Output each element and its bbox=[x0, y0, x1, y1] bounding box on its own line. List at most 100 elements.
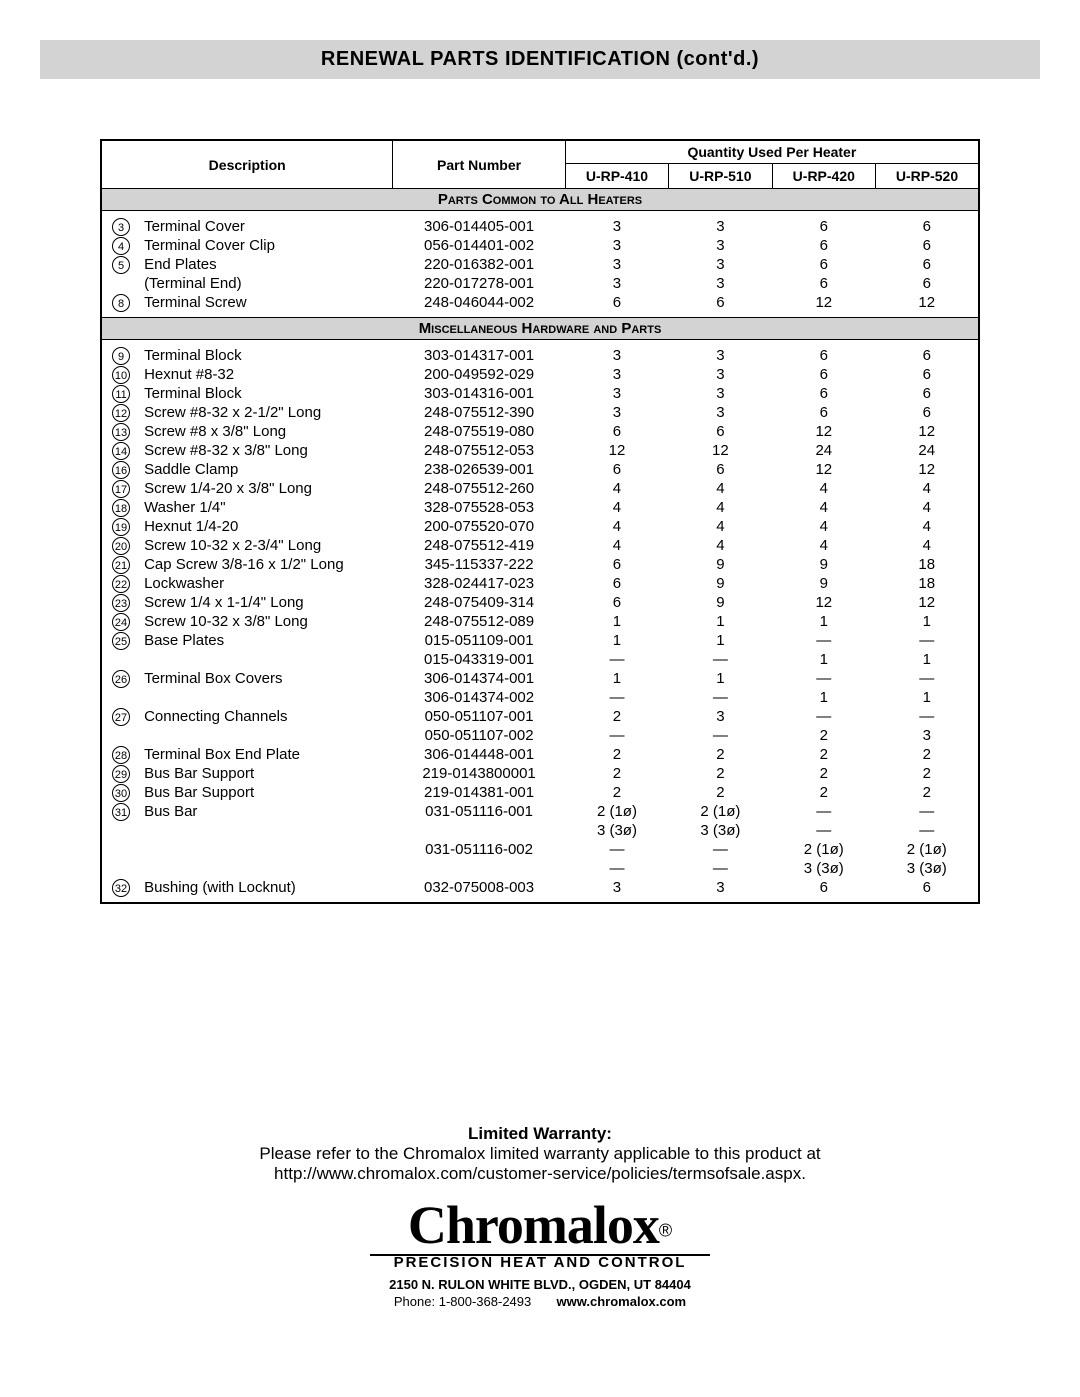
part-number-cell: 219-014381-001 bbox=[393, 783, 565, 802]
header-description: Description bbox=[101, 140, 393, 189]
header-row-top: Description Part Number Quantity Used Pe… bbox=[101, 140, 979, 164]
section-title: Parts Common to All Heaters bbox=[101, 189, 979, 211]
ref-circle: 8 bbox=[112, 294, 130, 312]
description-cell: (Terminal End) bbox=[140, 274, 393, 293]
description-cell: Screw 1/4 x 1-1/4" Long bbox=[140, 593, 393, 612]
ref-cell: 5 bbox=[101, 255, 140, 274]
description-cell bbox=[140, 688, 393, 707]
qty-cell: 1 bbox=[565, 612, 668, 631]
qty-cell: — bbox=[565, 688, 668, 707]
description-cell: Terminal Block bbox=[140, 346, 393, 365]
ref-cell bbox=[101, 688, 140, 707]
qty-cell: 6 bbox=[565, 574, 668, 593]
description-cell: Terminal Box End Plate bbox=[140, 745, 393, 764]
ref-circle: 29 bbox=[112, 765, 130, 783]
table-row: 9Terminal Block303-014317-0013366 bbox=[101, 346, 979, 365]
table-row: 21Cap Screw 3/8-16 x 1/2" Long345-115337… bbox=[101, 555, 979, 574]
table-row: 17Screw 1/4-20 x 3/8" Long248-075512-260… bbox=[101, 479, 979, 498]
ref-cell: 25 bbox=[101, 631, 140, 650]
qty-cell: 6 bbox=[772, 384, 875, 403]
part-number-cell: 200-049592-029 bbox=[393, 365, 565, 384]
qty-cell: 2 bbox=[669, 783, 772, 802]
table-row: 8Terminal Screw248-046044-002661212 bbox=[101, 293, 979, 312]
qty-cell: 1 bbox=[669, 669, 772, 688]
table-row: (Terminal End)220-017278-0013366 bbox=[101, 274, 979, 293]
ref-circle: 26 bbox=[112, 670, 130, 688]
ref-circle: 5 bbox=[112, 256, 130, 274]
qty-cell: 4 bbox=[876, 498, 979, 517]
qty-cell: 12 bbox=[772, 460, 875, 479]
qty-cell: — bbox=[669, 840, 772, 859]
part-number-cell: 306-014374-001 bbox=[393, 669, 565, 688]
qty-cell: — bbox=[565, 650, 668, 669]
ref-cell: 14 bbox=[101, 441, 140, 460]
part-number-cell: 303-014316-001 bbox=[393, 384, 565, 403]
qty-cell: 2 bbox=[669, 764, 772, 783]
logo-tagline: PRECISION HEAT AND CONTROL bbox=[0, 1254, 1080, 1271]
part-number-cell: 238-026539-001 bbox=[393, 460, 565, 479]
qty-cell: 4 bbox=[669, 479, 772, 498]
qty-cell: 3 bbox=[669, 384, 772, 403]
header-qty-merged: Quantity Used Per Heater bbox=[565, 140, 979, 164]
qty-cell: 12 bbox=[876, 593, 979, 612]
table-body: Parts Common to All Heaters 3 Terminal Cov… bbox=[101, 189, 979, 904]
section-title: Miscellaneous Hardware and Parts bbox=[101, 318, 979, 340]
ref-cell bbox=[101, 274, 140, 293]
phone-label: Phone: bbox=[394, 1294, 439, 1309]
qty-cell: 1 bbox=[876, 688, 979, 707]
part-number-cell: 345-115337-222 bbox=[393, 555, 565, 574]
part-number-cell: 248-075512-053 bbox=[393, 441, 565, 460]
ref-circle: 9 bbox=[112, 347, 130, 365]
table-row: 23Screw 1/4 x 1-1/4" Long248-075409-3146… bbox=[101, 593, 979, 612]
part-number-cell: 050-051107-001 bbox=[393, 707, 565, 726]
qty-cell: 4 bbox=[565, 498, 668, 517]
qty-cell: 3 bbox=[669, 365, 772, 384]
qty-cell: 2 bbox=[565, 764, 668, 783]
part-number-cell bbox=[393, 859, 565, 878]
table-row: 3 (3ø)3 (3ø)—— bbox=[101, 821, 979, 840]
description-cell: Screw 10-32 x 2-3/4" Long bbox=[140, 536, 393, 555]
part-number-cell: 200-075520-070 bbox=[393, 517, 565, 536]
ref-circle: 12 bbox=[112, 404, 130, 422]
part-number-cell: 050-051107-002 bbox=[393, 726, 565, 745]
qty-cell: 9 bbox=[772, 574, 875, 593]
description-cell: Terminal Cover Clip bbox=[140, 236, 393, 255]
qty-cell: 12 bbox=[772, 593, 875, 612]
qty-cell: 4 bbox=[669, 498, 772, 517]
description-cell: Lockwasher bbox=[140, 574, 393, 593]
qty-cell: 4 bbox=[876, 536, 979, 555]
table-row: 10Hexnut #8-32200-049592-0293366 bbox=[101, 365, 979, 384]
qty-cell: 3 bbox=[565, 217, 668, 236]
qty-cell: 6 bbox=[772, 217, 875, 236]
ref-circle: 30 bbox=[112, 784, 130, 802]
qty-cell: 4 bbox=[669, 536, 772, 555]
qty-cell: 2 (1ø) bbox=[669, 802, 772, 821]
qty-cell: — bbox=[772, 631, 875, 650]
logo-name: Chromalox bbox=[408, 1195, 659, 1255]
section-header-row: Miscellaneous Hardware and Parts bbox=[101, 318, 979, 340]
description-cell: Saddle Clamp bbox=[140, 460, 393, 479]
qty-cell: 2 (1ø) bbox=[565, 802, 668, 821]
header-part-number: Part Number bbox=[393, 140, 565, 189]
table-row: 5End Plates220-016382-0013366 bbox=[101, 255, 979, 274]
table-row: 12Screw #8-32 x 2-1/2" Long248-075512-39… bbox=[101, 403, 979, 422]
header-model-3: U-RP-520 bbox=[876, 164, 979, 189]
warranty-block: Limited Warranty: Please refer to the Ch… bbox=[0, 1124, 1080, 1184]
part-number-cell: 056-014401-002 bbox=[393, 236, 565, 255]
table-row: 031-051116-002——2 (1ø)2 (1ø) bbox=[101, 840, 979, 859]
qty-cell: — bbox=[772, 669, 875, 688]
qty-cell: 6 bbox=[772, 274, 875, 293]
ref-cell: 29 bbox=[101, 764, 140, 783]
qty-cell: — bbox=[876, 707, 979, 726]
part-number-cell: 248-075519-080 bbox=[393, 422, 565, 441]
qty-cell: 3 bbox=[669, 346, 772, 365]
part-number-cell: 248-075512-419 bbox=[393, 536, 565, 555]
qty-cell: — bbox=[772, 802, 875, 821]
qty-cell: 3 bbox=[669, 403, 772, 422]
ref-cell bbox=[101, 821, 140, 840]
description-cell bbox=[140, 821, 393, 840]
qty-cell: 4 bbox=[772, 536, 875, 555]
qty-cell: 3 bbox=[565, 274, 668, 293]
ref-cell: 12 bbox=[101, 403, 140, 422]
qty-cell: 6 bbox=[565, 293, 668, 312]
